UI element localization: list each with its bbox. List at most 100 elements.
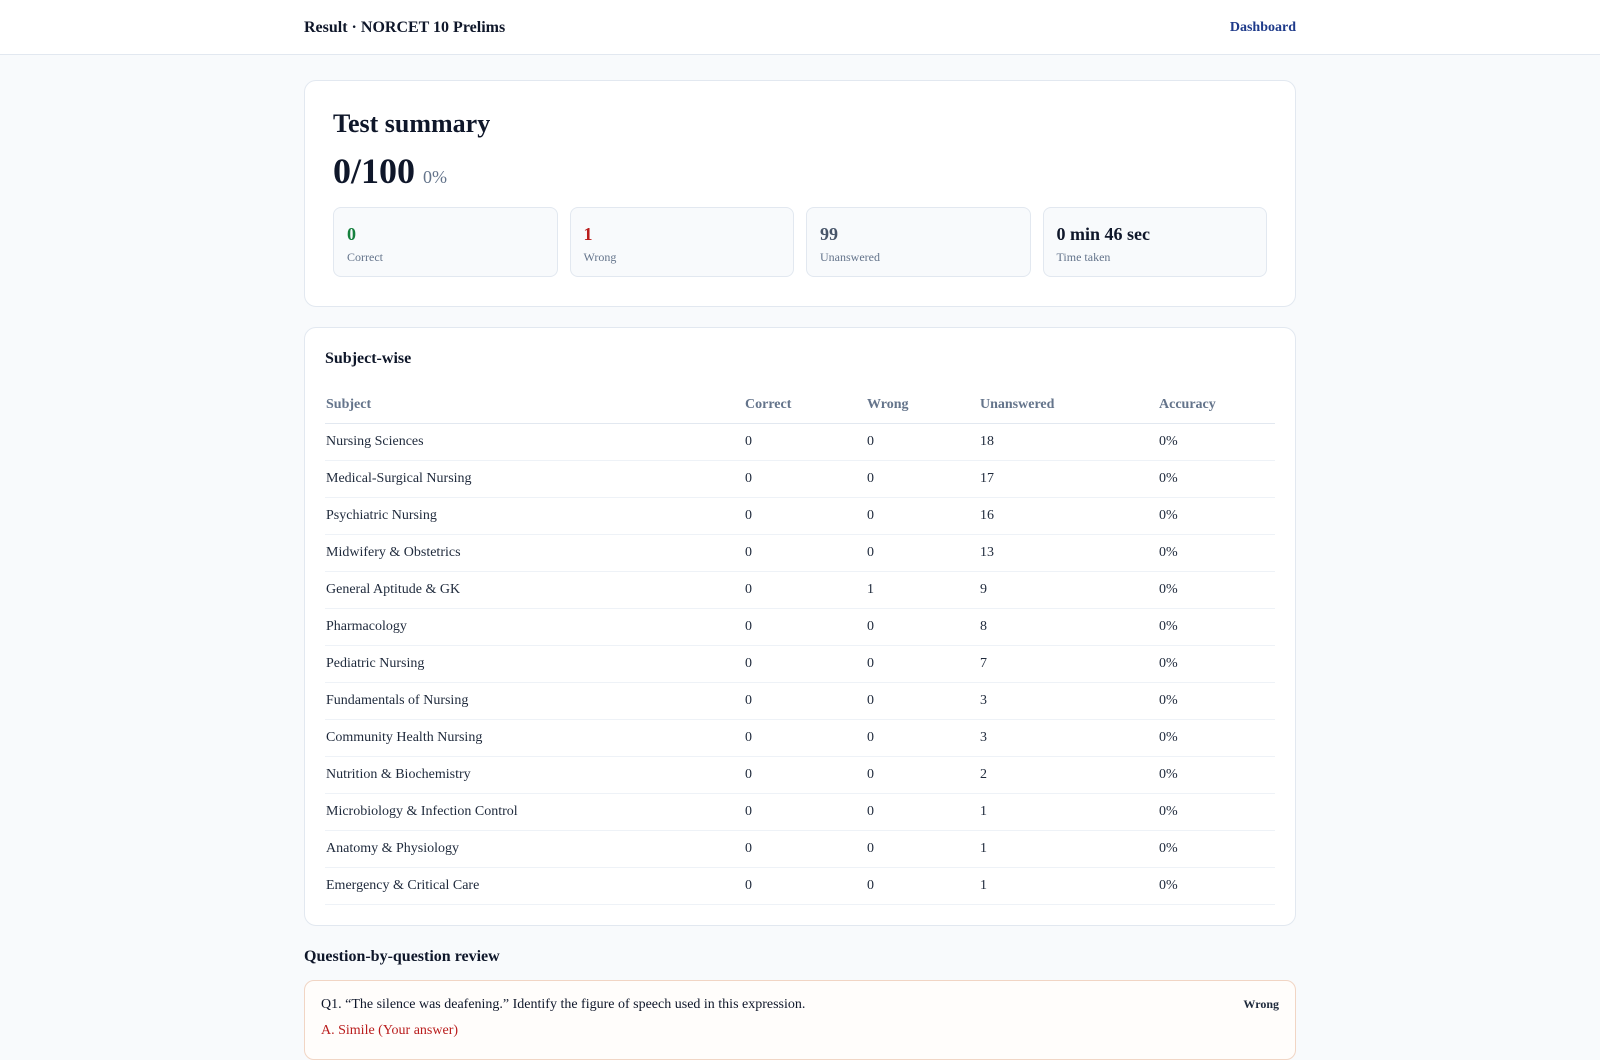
cell-subject: Pediatric Nursing [325,645,744,683]
cell-subject: Anatomy & Physiology [325,830,744,868]
cell-accuracy: 0% [1158,460,1275,498]
table-row: General Aptitude & GK 0 1 9 0% [325,571,1275,609]
cell-accuracy: 0% [1158,497,1275,535]
table-row: Medical-Surgical Nursing 0 0 17 0% [325,460,1275,498]
cell-accuracy: 0% [1158,608,1275,646]
cell-subject: Nursing Sciences [325,423,744,461]
cell-accuracy: 0% [1158,682,1275,720]
stat-correct-label: Correct [347,250,383,264]
cell-unanswered: 13 [979,534,1158,572]
stat-time-value: 0 min 46 sec [1056,224,1151,244]
cell-correct: 0 [744,793,866,831]
cell-unanswered: 16 [979,497,1158,535]
cell-accuracy: 0% [1158,571,1275,609]
cell-unanswered: 1 [979,867,1158,905]
cell-wrong: 0 [866,423,979,461]
cell-wrong: 0 [866,460,979,498]
stat-unanswered-value: 99 [820,224,838,244]
stats-grid: 0 Correct 1 Wrong 99 Unanswered 0 min 46… [333,207,1267,277]
column-header-subject: Subject [325,386,744,424]
column-header-accuracy: Accuracy [1158,386,1275,424]
cell-wrong: 0 [866,719,979,757]
cell-subject: Fundamentals of Nursing [325,682,744,720]
cell-wrong: 0 [866,497,979,535]
cell-subject: Nutrition & Biochemistry [325,756,744,794]
question-card: Q1. “The silence was deafening.” Identif… [304,980,1296,1060]
page-title: Result · NORCET 10 Prelims [304,18,506,36]
cell-accuracy: 0% [1158,719,1275,757]
cell-correct: 0 [744,830,866,868]
answer-option: A. Simile (Your answer) [321,1023,459,1038]
table-row: Emergency & Critical Care 0 0 1 0% [325,867,1275,905]
cell-wrong: 0 [866,830,979,868]
dashboard-link[interactable]: Dashboard [1229,19,1296,35]
cell-accuracy: 0% [1158,423,1275,461]
cell-wrong: 0 [866,645,979,683]
summary-heading: Test summary [333,109,491,138]
table-row: Fundamentals of Nursing 0 0 3 0% [325,682,1275,720]
stat-wrong-value: 1 [583,224,593,244]
stat-wrong: 1 Wrong [569,207,794,277]
cell-accuracy: 0% [1158,534,1275,572]
top-bar: Result · NORCET 10 Prelims Dashboard [0,0,1600,55]
cell-accuracy: 0% [1158,793,1275,831]
cell-accuracy: 0% [1158,756,1275,794]
stat-correct: 0 Correct [333,207,558,277]
table-row: Anatomy & Physiology 0 0 1 0% [325,830,1275,868]
cell-correct: 0 [744,756,866,794]
cell-unanswered: 3 [979,719,1158,757]
subject-wise-card: Subject-wise Subject Correct Wrong Unans… [304,327,1296,926]
cell-wrong: 0 [866,756,979,794]
question-text: Q1. “The silence was deafening.” Identif… [321,997,806,1012]
table-row: Pharmacology 0 0 8 0% [325,608,1275,646]
cell-subject: Psychiatric Nursing [325,497,744,535]
cell-unanswered: 9 [979,571,1158,609]
cell-wrong: 0 [866,682,979,720]
cell-subject: Midwifery & Obstetrics [325,534,744,572]
table-row: Nursing Sciences 0 0 18 0% [325,423,1275,461]
cell-subject: Microbiology & Infection Control [325,793,744,831]
cell-subject: Emergency & Critical Care [325,867,744,905]
table-header-row: Subject Correct Wrong Unanswered Accurac… [325,386,1275,424]
cell-wrong: 0 [866,534,979,572]
cell-wrong: 0 [866,608,979,646]
table-row: Community Health Nursing 0 0 3 0% [325,719,1275,757]
cell-subject: Community Health Nursing [325,719,744,757]
column-header-wrong: Wrong [866,386,979,424]
cell-correct: 0 [744,534,866,572]
cell-correct: 0 [744,682,866,720]
stat-unanswered-label: Unanswered [820,250,880,264]
test-summary-card: Test summary 0/100 0% 0 Correct 1 Wrong … [304,80,1296,307]
cell-wrong: 0 [866,793,979,831]
review-heading: Question-by-question review [304,948,500,965]
cell-correct: 0 [744,571,866,609]
stat-wrong-label: Wrong [583,250,617,264]
subject-table-body: Nursing Sciences 0 0 18 0% Medical-Surgical N… [325,423,1275,905]
cell-correct: 0 [744,645,866,683]
cell-correct: 0 [744,497,866,535]
cell-accuracy: 0% [1158,867,1275,905]
stat-unanswered: 99 Unanswered [806,207,1031,277]
cell-unanswered: 1 [979,793,1158,831]
cell-unanswered: 18 [979,423,1158,461]
main-content: Test summary 0/100 0% 0 Correct 1 Wrong … [304,80,1296,1060]
table-row: Psychiatric Nursing 0 0 16 0% [325,497,1275,535]
cell-subject: Pharmacology [325,608,744,646]
question-status-badge: Wrong [1243,997,1279,1011]
cell-wrong: 0 [866,867,979,905]
cell-unanswered: 17 [979,460,1158,498]
cell-unanswered: 7 [979,645,1158,683]
cell-correct: 0 [744,460,866,498]
cell-wrong: 1 [866,571,979,609]
stat-correct-value: 0 [347,224,356,244]
cell-unanswered: 3 [979,682,1158,720]
cell-unanswered: 8 [979,608,1158,646]
cell-subject: General Aptitude & GK [325,571,744,609]
score-percent: 0% [423,167,448,187]
column-header-correct: Correct [744,386,866,424]
cell-accuracy: 0% [1158,830,1275,868]
table-row: Midwifery & Obstetrics 0 0 13 0% [325,534,1275,572]
score-line: 0/100 0% [333,151,1267,191]
score-value: 0/100 [333,151,416,191]
cell-unanswered: 2 [979,756,1158,794]
